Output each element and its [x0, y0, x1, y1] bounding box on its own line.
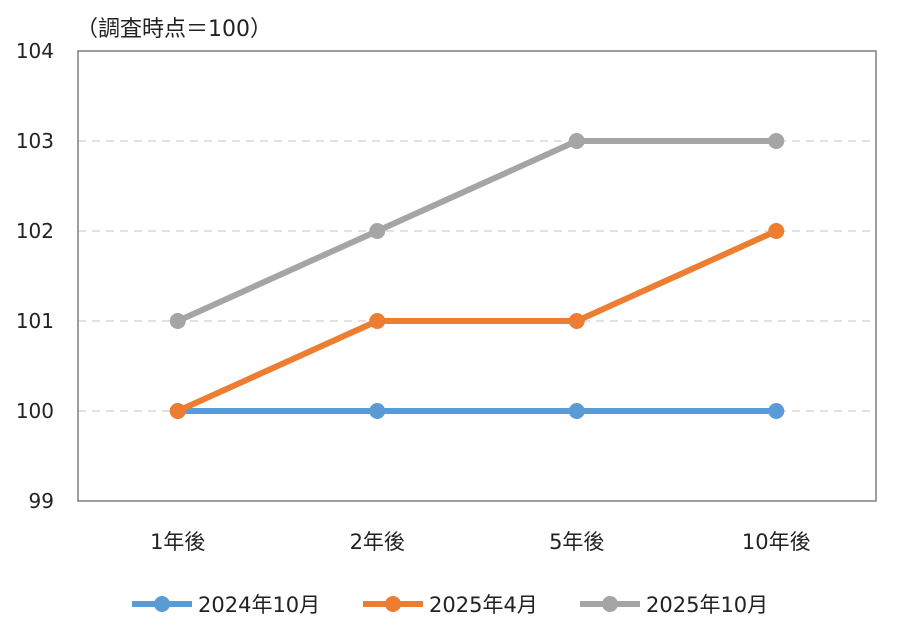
- data-point: [768, 223, 785, 239]
- data-point: [768, 133, 785, 149]
- data-point: [568, 133, 585, 149]
- data-point: [169, 313, 186, 329]
- series-0: [169, 403, 785, 419]
- series-1: [169, 223, 785, 419]
- legend-item: 2025年4月: [363, 593, 538, 617]
- y-tick-label: 102: [16, 219, 54, 243]
- y-tick-label: 99: [29, 489, 54, 513]
- gridlines: [78, 140, 876, 412]
- legend-label: 2025年10月: [646, 593, 768, 617]
- chart-subtitle: （調査時点＝100）: [76, 17, 272, 42]
- x-tick-label: 5年後: [549, 530, 604, 554]
- series-2: [169, 133, 785, 329]
- data-point: [169, 403, 186, 419]
- series-group: [169, 133, 785, 419]
- y-tick-label: 101: [16, 309, 54, 333]
- legend-label: 2024年10月: [198, 593, 320, 617]
- data-point: [369, 403, 386, 419]
- y-tick-label: 100: [16, 399, 54, 423]
- y-tick-label: 104: [16, 39, 54, 63]
- legend-swatch-marker: [154, 596, 170, 612]
- x-tick-label: 10年後: [742, 530, 811, 554]
- data-point: [568, 403, 585, 419]
- legend: 2024年10月 2025年4月 2025年10月: [132, 593, 768, 617]
- legend-swatch-marker: [385, 596, 401, 612]
- x-axis: 1年後 2年後 5年後 10年後: [150, 530, 811, 554]
- series-line: [174, 228, 780, 414]
- legend-swatch-marker: [602, 596, 618, 612]
- data-point: [369, 223, 386, 239]
- data-point: [369, 313, 386, 329]
- plot-area: [77, 50, 877, 502]
- data-point: [568, 313, 585, 329]
- y-axis: 99 100 101 102 103 104: [16, 39, 54, 513]
- series-line: [174, 138, 780, 324]
- legend-item: 2025年10月: [580, 593, 768, 617]
- legend-label: 2025年4月: [429, 593, 538, 617]
- legend-item: 2024年10月: [132, 593, 320, 617]
- data-point: [768, 403, 785, 419]
- x-tick-label: 1年後: [150, 530, 205, 554]
- x-tick-label: 2年後: [350, 530, 405, 554]
- y-tick-label: 103: [16, 129, 54, 153]
